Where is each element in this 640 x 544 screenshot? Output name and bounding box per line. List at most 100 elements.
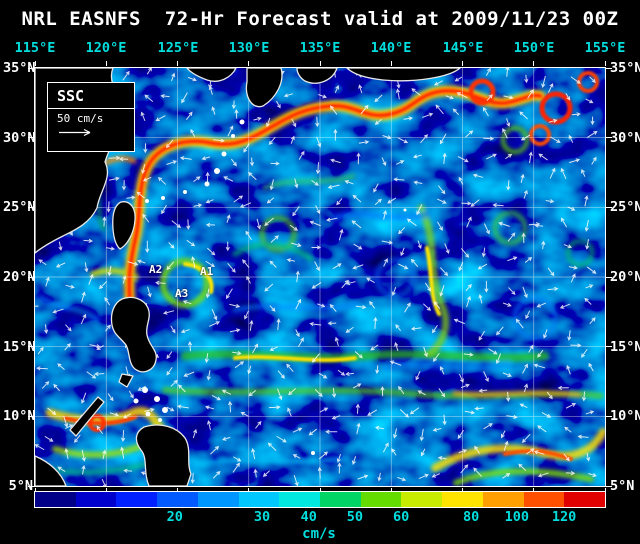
axis-tick [606,346,612,347]
axis-tick [606,207,612,208]
lat-label-left-20n: 20°N [3,269,36,285]
axis-tick [106,488,107,491]
land-kyushu [245,68,283,108]
legend-scale-label: 50 cm/s [57,112,104,125]
land-luzon [110,296,157,373]
colorbar-tick-label: 80 [463,509,480,525]
colorbar-segment [564,492,606,507]
lat-label-left-15n: 15°N [3,339,36,355]
land-mindoro [118,373,134,388]
land-borneo [35,455,67,486]
lat-label-left-25n: 25°N [3,199,36,215]
legend-title: SSC [57,87,85,105]
lon-label-140e: 140°E [370,40,412,56]
lon-label-155e: 155°E [584,40,626,56]
axis-tick [462,488,463,491]
ocean-current-map [35,68,605,486]
axis-tick [462,61,463,66]
colorbar-segment [75,492,117,507]
figure-title: NRL EASNFS 72-Hr Forecast valid at 2009/… [21,8,619,30]
colorbar-segment [523,492,565,507]
lon-label-150e: 150°E [513,40,555,56]
axis-tick [177,61,178,66]
colorbar-tick-label: 20 [166,509,183,525]
colorbar-segment [238,492,280,507]
scale-arrow-icon [59,128,91,137]
axis-tick [606,68,612,69]
colorbar-tick-label: 120 [551,509,577,525]
axis-tick [28,207,34,208]
axis-tick [320,488,321,491]
lat-label-right-20n: 20°N [610,269,640,285]
lat-label-right-5n: 5°N [610,478,635,494]
lat-label-left-30n: 30°N [3,130,36,146]
land-taiwan [112,201,136,250]
axis-tick [248,61,249,66]
axis-tick [35,488,36,491]
colorbar-tick-label: 30 [253,509,271,525]
colorbar-segment [401,492,443,507]
colorbar-ticks: 20 30 40 50 60 80 100 120 [34,509,604,525]
axis-tick [28,277,34,278]
axis-tick [606,277,612,278]
lat-label-right-30n: 30°N [610,130,640,146]
axis-tick [28,137,34,138]
axis-tick [28,486,34,487]
lat-label-right-15n: 15°N [610,339,640,355]
land-shikoku [296,68,338,84]
colorbar-segment [320,492,361,507]
axis-tick [391,488,392,491]
colorbar-segment [197,492,239,507]
colorbar-segment [157,492,198,507]
land-small-islands [133,119,407,455]
lat-label-right-10n: 10°N [610,408,640,424]
lat-label-right-35n: 35°N [610,60,640,76]
lon-label-120e: 120°E [85,40,127,56]
axis-tick [605,488,606,491]
axis-tick [533,488,534,491]
current-legend: SSC 50 cm/s [47,82,135,152]
legend-divider [48,108,134,109]
axis-tick [28,416,34,417]
axis-tick [606,486,612,487]
land-honshu [346,68,461,82]
lat-label-left-35n: 35°N [3,60,36,76]
axis-tick [35,61,36,66]
axis-tick [320,61,321,66]
annotation-a1: A1 [200,265,214,278]
lon-label-135e: 135°E [299,40,341,56]
annotation-a2: A2 [149,263,163,276]
land-korea [186,68,237,82]
axis-tick [391,61,392,66]
lon-label-145e: 145°E [442,40,484,56]
lon-label-115e: 115°E [14,40,56,56]
colorbar-tick-label: 100 [504,509,529,525]
colorbar-segment [116,492,158,507]
colorbar-segment [35,492,76,507]
colorbar-tick-label: 50 [346,509,364,525]
lon-label-130e: 130°E [228,40,270,56]
map-area: SSC 50 cm/s A1 A2 A3 [34,67,606,487]
colorbar-tick-label: 40 [300,509,317,525]
colorbar-tick-label: 60 [392,509,410,525]
axis-tick [248,488,249,491]
colorbar [34,491,606,508]
axis-tick [605,61,606,66]
colorbar-segment [442,492,483,507]
colorbar-segment [279,492,321,507]
annotation-a3: A3 [175,287,189,300]
land-mindanao [135,424,192,486]
axis-tick [533,61,534,66]
axis-tick [606,416,612,417]
lon-label-125e: 125°E [157,40,199,56]
colorbar-segment [360,492,402,507]
colorbar-segment [482,492,524,507]
lat-label-right-25n: 25°N [610,199,640,215]
colorbar-unit: cm/s [302,526,336,542]
axis-tick [606,137,612,138]
lat-label-left-10n: 10°N [3,408,36,424]
land-palawan [69,396,105,437]
lat-label-left-5n: 5°N [8,478,33,494]
axis-tick [28,68,34,69]
